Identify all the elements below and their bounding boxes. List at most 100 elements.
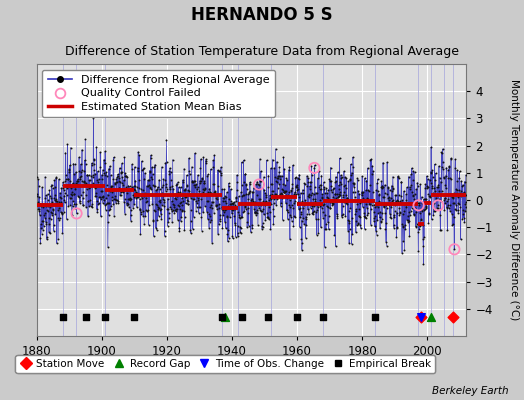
Point	[299, 186, 307, 193]
Point	[43, 207, 51, 213]
Point	[451, 164, 459, 171]
Point	[406, 212, 414, 218]
Point	[46, 209, 54, 216]
Point	[180, 186, 188, 193]
Point	[341, 182, 349, 188]
Point	[247, 200, 255, 207]
Point	[149, 171, 157, 177]
Point	[120, 154, 128, 161]
Point	[135, 185, 143, 191]
Point	[253, 178, 261, 185]
Point	[341, 174, 349, 180]
Point	[273, 175, 281, 182]
Point	[177, 199, 185, 206]
Point	[60, 199, 69, 206]
Point	[315, 197, 324, 203]
Point	[86, 182, 95, 189]
Point	[373, 232, 381, 238]
Point	[403, 200, 411, 206]
Point	[186, 193, 194, 200]
Point	[325, 178, 334, 184]
Point	[370, 204, 379, 210]
Point	[93, 177, 101, 183]
Point	[411, 199, 420, 205]
Point	[208, 240, 216, 246]
Point	[199, 154, 208, 160]
Point	[116, 189, 125, 195]
Point	[301, 200, 309, 206]
Point	[365, 200, 374, 207]
Point	[124, 196, 133, 203]
Point	[201, 203, 209, 210]
Point	[322, 185, 331, 192]
Point	[169, 206, 177, 213]
Point	[426, 194, 434, 200]
Point	[454, 187, 463, 194]
Point	[198, 176, 206, 182]
Point	[299, 190, 307, 196]
Point	[452, 207, 461, 214]
Point	[38, 201, 47, 207]
Point	[372, 202, 380, 208]
Point	[127, 184, 136, 190]
Point	[35, 194, 43, 200]
Point	[281, 188, 289, 194]
Point	[237, 159, 246, 166]
Point	[179, 198, 187, 204]
Point	[356, 214, 364, 221]
Point	[156, 207, 165, 213]
Point	[387, 215, 395, 221]
Point	[95, 182, 104, 188]
Point	[237, 214, 246, 220]
Point	[369, 168, 377, 174]
Point	[119, 182, 127, 189]
Point	[238, 182, 246, 188]
Point	[132, 188, 140, 195]
Point	[108, 188, 116, 195]
Point	[303, 206, 312, 212]
Point	[206, 166, 215, 172]
Point	[233, 172, 241, 178]
Point	[52, 175, 60, 181]
Point	[43, 234, 51, 240]
Point	[383, 190, 391, 197]
Point	[279, 154, 288, 160]
Point	[323, 198, 331, 204]
Point	[200, 180, 209, 186]
Point	[312, 216, 320, 222]
Point	[110, 212, 118, 219]
Point	[160, 228, 169, 234]
Point	[98, 188, 106, 194]
Point	[272, 202, 280, 208]
Point	[399, 237, 408, 244]
Point	[170, 195, 179, 202]
Point	[89, 174, 97, 180]
Point	[204, 210, 213, 217]
Point	[209, 157, 217, 164]
Point	[67, 184, 75, 191]
Point	[445, 163, 453, 170]
Point	[274, 173, 282, 179]
Point	[331, 191, 339, 197]
Point	[166, 204, 174, 210]
Point	[235, 211, 243, 218]
Point	[193, 193, 201, 200]
Point	[443, 205, 451, 212]
Point	[54, 199, 63, 206]
Point	[72, 210, 81, 217]
Point	[403, 184, 411, 191]
Point	[363, 204, 371, 211]
Point	[101, 172, 109, 178]
Point	[288, 185, 296, 192]
Point	[412, 223, 420, 230]
Point	[308, 203, 316, 210]
Point	[359, 195, 368, 201]
Point	[150, 183, 158, 189]
Point	[130, 200, 138, 207]
Point	[395, 204, 403, 211]
Point	[78, 166, 86, 173]
Point	[234, 233, 242, 240]
Point	[53, 207, 62, 213]
Point	[58, 210, 66, 216]
Point	[214, 182, 223, 189]
